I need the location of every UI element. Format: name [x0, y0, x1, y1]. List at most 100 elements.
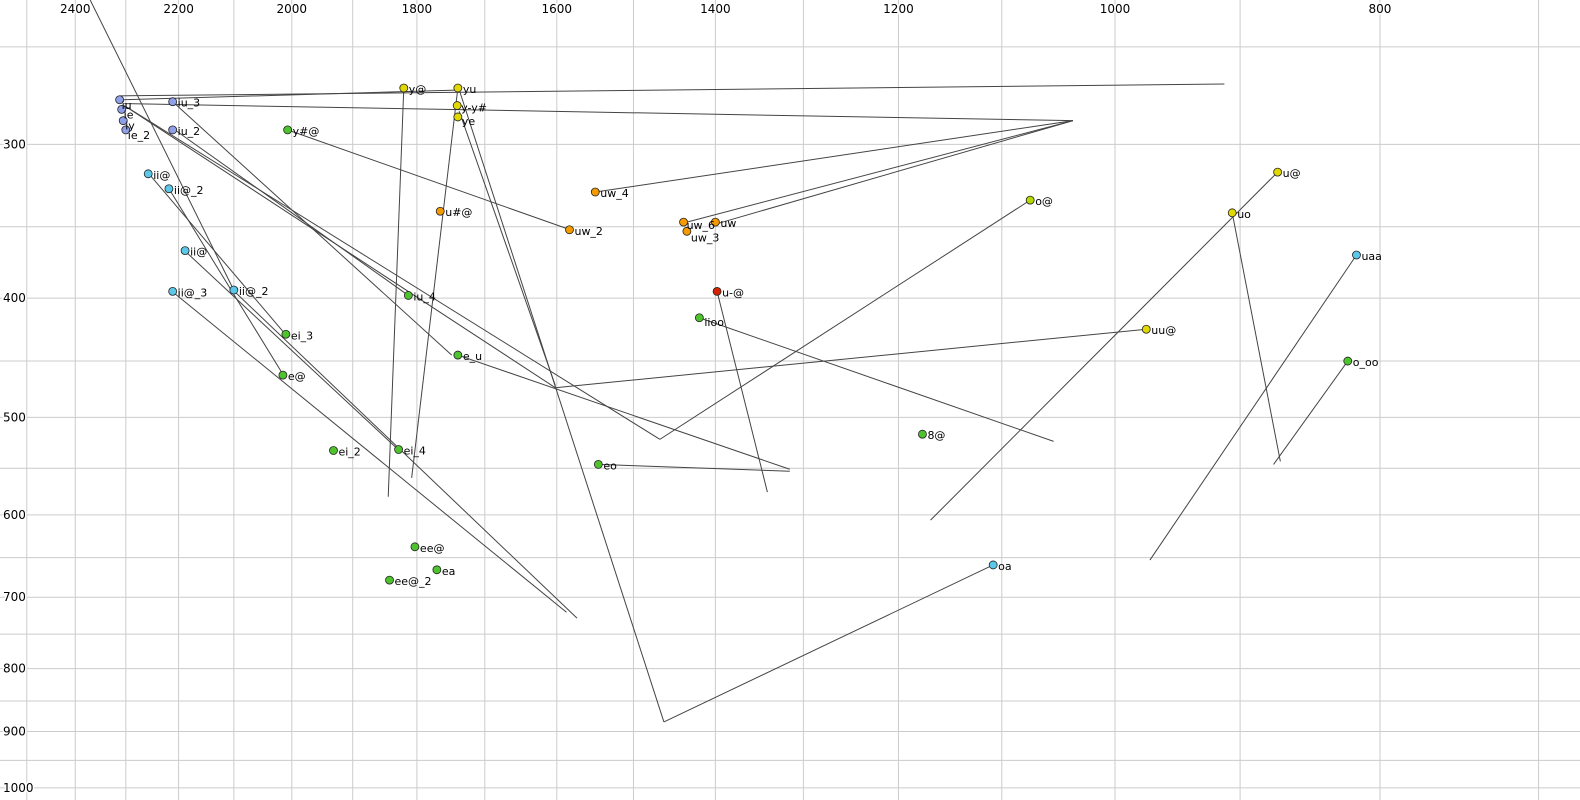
x-tick-label: 2400	[60, 2, 91, 16]
data-point-yu	[453, 83, 463, 93]
point-label-u: u@	[1283, 167, 1301, 180]
trajectory-line	[659, 199, 1031, 440]
trajectory-line	[1273, 360, 1349, 465]
data-point-y-y	[452, 101, 462, 110]
x-tick-label: 2200	[163, 2, 194, 16]
data-point-uo	[1227, 208, 1237, 218]
data-point-e-u	[453, 350, 463, 360]
point-label-uw-6: uw_6	[687, 219, 715, 232]
trajectory-line	[387, 88, 405, 497]
data-point-y	[399, 83, 409, 93]
data-point-o-oo	[1343, 356, 1353, 366]
point-label-ea: ea	[442, 565, 456, 578]
point-label-e-u: e_u	[463, 350, 482, 363]
point-label-y: y@	[409, 83, 427, 96]
x-tick-label: 1600	[542, 2, 573, 16]
trajectory-line	[169, 190, 285, 377]
point-label-uw-4: uw_4	[600, 187, 628, 200]
data-point-u	[712, 286, 722, 296]
point-label-ei-3: ei_3	[291, 329, 313, 342]
trajectory-line	[124, 103, 1073, 122]
trajectory-line	[185, 251, 400, 451]
point-label-ii: ii@	[190, 246, 207, 259]
trajectory-line	[234, 291, 578, 619]
point-label-y-y: y-y#	[461, 102, 487, 115]
trajectory-line	[716, 291, 768, 493]
point-label-iy: iy	[125, 120, 135, 133]
data-point-eo	[593, 460, 603, 469]
y-tick-label: 700	[3, 590, 26, 604]
trajectory-line	[174, 129, 409, 296]
point-label-y: y#@	[293, 125, 320, 138]
trajectory-line	[458, 111, 556, 386]
data-point-ee	[410, 542, 420, 552]
y-tick-label: 800	[3, 662, 26, 676]
data-point-ii-3	[168, 286, 178, 296]
point-label-uu: uu@	[1151, 324, 1176, 337]
y-tick-label: 300	[3, 137, 26, 151]
y-tick-label: 400	[3, 291, 26, 305]
y-tick-label: 500	[3, 410, 26, 424]
x-tick-label: 1200	[883, 2, 914, 16]
trajectory-line	[457, 354, 790, 470]
point-label-u: u#@	[445, 206, 472, 219]
trajectory-line	[930, 171, 1278, 521]
trajectory-line	[411, 87, 459, 479]
point-label-ie: ie	[124, 108, 134, 121]
point-label-uw: uw	[720, 217, 736, 230]
data-point-iy	[118, 116, 128, 126]
point-label-ii: ii@	[153, 169, 170, 182]
data-point-iu-3	[168, 97, 178, 107]
data-point-y	[283, 125, 293, 135]
data-point-oa	[988, 560, 998, 570]
trajectory-line	[1231, 212, 1281, 462]
trajectory-line	[663, 564, 994, 723]
point-label-8: 8@	[927, 429, 945, 442]
y-axis-tick-labels: 300 400 500 600 700 800 900 1000	[2, 136, 36, 797]
point-label-ee: ee@	[420, 542, 445, 555]
trajectory-line	[287, 129, 571, 231]
point-label-uo: uo	[1237, 208, 1251, 221]
data-point-iu	[115, 95, 125, 105]
trajectory-line	[555, 328, 1147, 389]
data-point-e	[278, 370, 288, 380]
trajectory-line	[174, 103, 453, 356]
trajectory-line	[173, 292, 567, 613]
point-label-e: e@	[288, 370, 306, 383]
trajectory-line	[686, 120, 1074, 223]
data-point-ii-2	[229, 285, 239, 295]
data-point-uw-2	[565, 225, 574, 235]
data-point-ei-4	[394, 445, 403, 454]
x-tick-label: 1000	[1100, 2, 1131, 16]
point-label-ei-4: ei_4	[404, 445, 426, 458]
data-point-ye	[453, 112, 463, 122]
data-point-ei-2	[329, 446, 338, 455]
x-axis-tick-labels: 2400 2200 2000 1800 1600 1400 1200 1000 800	[58, 1, 1392, 18]
point-label-o-oo: o_oo	[1353, 356, 1379, 369]
trajectory-line	[598, 463, 790, 472]
point-label-iu: iu	[122, 99, 132, 112]
x-tick-label: 2000	[277, 2, 308, 16]
trajectory-line	[149, 175, 287, 336]
point-label-ye: ye	[462, 115, 476, 128]
trajectory-line	[459, 91, 665, 723]
trajectory-line	[1149, 254, 1357, 561]
point-label-oa: oa	[998, 560, 1011, 573]
data-point-ea	[432, 565, 442, 575]
point-label-iu-4: iu_4	[413, 290, 436, 303]
data-point-8	[918, 429, 927, 439]
point-label-u: u-@	[722, 286, 744, 299]
data-point-ie	[117, 104, 127, 114]
trajectory-line	[127, 107, 661, 440]
data-point-ie-2	[121, 125, 131, 135]
trajectory-line	[119, 83, 1225, 97]
data-point-iu-4	[403, 291, 413, 300]
data-point-uaa	[1352, 250, 1361, 260]
x-tick-label: 1800	[402, 2, 433, 16]
data-point-u	[435, 206, 445, 216]
data-point-uw-6	[679, 217, 688, 227]
trajectory-line	[716, 120, 1074, 225]
